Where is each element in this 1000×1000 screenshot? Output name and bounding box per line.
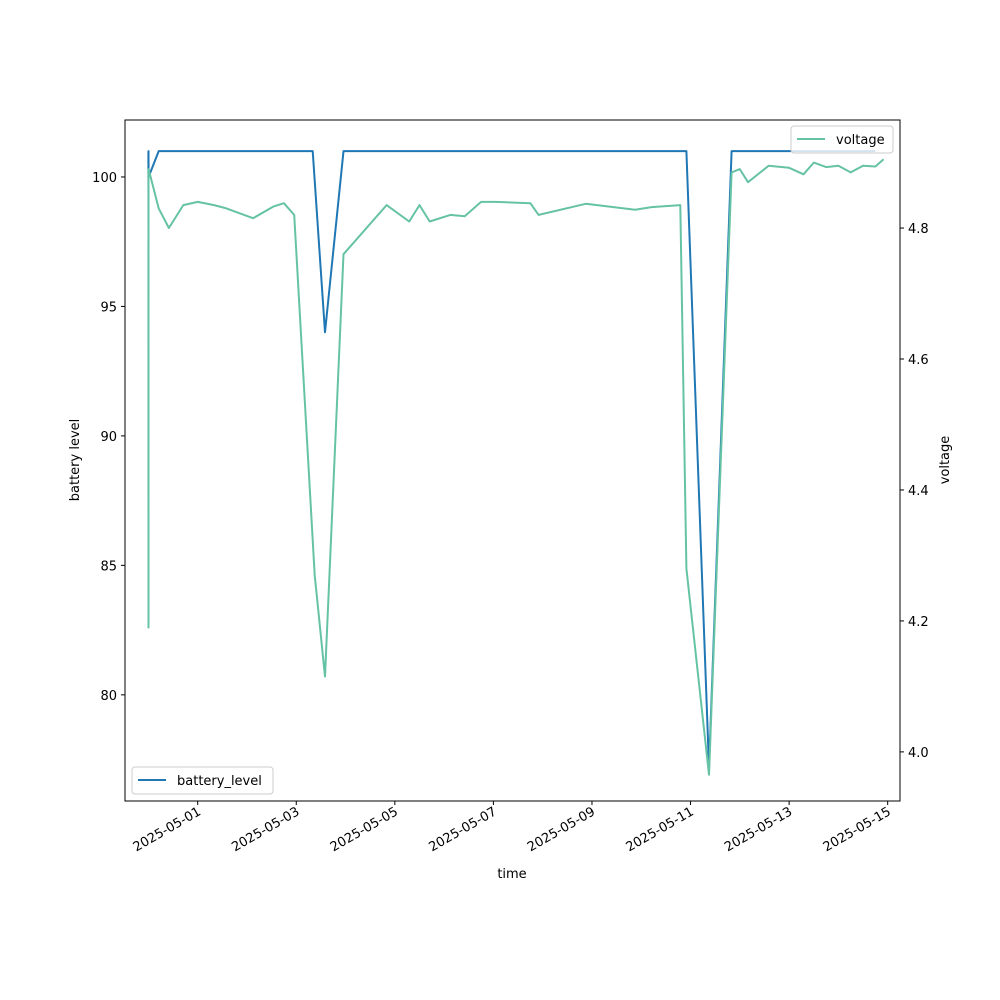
left-y-tick-label: 95	[100, 300, 117, 315]
x-tick-label: 2025-05-05	[328, 804, 401, 855]
left-y-tick-label: 80	[100, 689, 117, 704]
right-y-axis-label: voltage	[938, 436, 953, 485]
x-tick-label: 2025-05-15	[821, 804, 894, 855]
left-y-axis-label: battery level	[68, 419, 83, 502]
legend-voltage: voltage	[790, 125, 894, 154]
legend-label-voltage: voltage	[836, 133, 885, 148]
x-tick-label: 2025-05-13	[722, 804, 795, 855]
legend-box	[131, 766, 274, 795]
left-y-tick-label: 100	[92, 171, 117, 186]
legend-box	[790, 125, 894, 154]
legend-battery-level: battery_level	[131, 766, 274, 795]
left-y-tick-label: 85	[100, 559, 117, 574]
right-y-tick-label: 4.0	[908, 746, 929, 761]
x-tick-label: 2025-05-11	[624, 804, 697, 855]
series-line-voltage	[147, 158, 885, 776]
right-y-tick-label: 4.6	[908, 353, 929, 368]
x-tick-label: 2025-05-03	[229, 804, 302, 855]
x-axis-label: time	[497, 867, 526, 882]
right-y-axis-ticks: 4.0 4.2 4.4 4.6 4.8	[900, 222, 929, 761]
legend-label-battery-level: battery_level	[177, 774, 262, 789]
x-tick-label: 2025-05-09	[525, 804, 598, 855]
plot-frame	[124, 119, 901, 802]
left-y-axis-ticks: 80 85 90 95 100	[92, 171, 125, 704]
x-tick-label: 2025-05-07	[426, 804, 499, 855]
series-line-battery-level	[147, 150, 876, 769]
plot-marks	[147, 150, 885, 776]
x-axis-ticks: 2025-05-01 2025-05-03 2025-05-05 2025-05-07…	[131, 801, 894, 855]
right-y-tick-label: 4.8	[908, 222, 929, 237]
right-y-tick-label: 4.2	[908, 615, 929, 630]
left-y-tick-label: 90	[100, 430, 117, 445]
x-tick-label: 2025-05-01	[131, 804, 204, 855]
right-y-tick-label: 4.4	[908, 484, 929, 499]
